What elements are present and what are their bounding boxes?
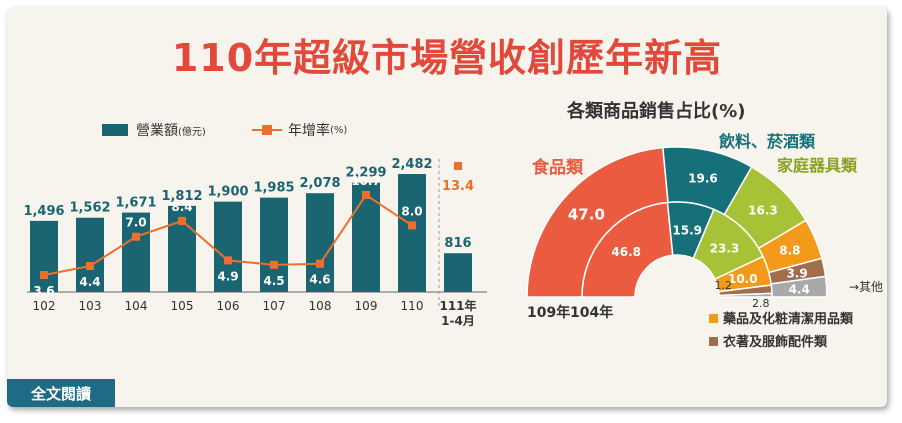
share-value-label: 23.3 — [710, 242, 740, 256]
share-value-label: 47.0 — [568, 206, 605, 224]
read-full-button[interactable]: 全文閱讀 — [7, 379, 115, 407]
revenue-bar — [398, 174, 426, 292]
x-tick-label: 109 — [355, 299, 378, 313]
x-tick-label: 110 — [401, 299, 424, 313]
share-value-label: 8.8 — [779, 243, 800, 257]
revenue-bar — [122, 212, 150, 292]
share-value-label: 4.4 — [789, 283, 810, 297]
share-value-label: 19.6 — [688, 171, 718, 185]
revenue-value-label: 2,078 — [299, 176, 340, 191]
revenue-value-label: 1,900 — [207, 185, 248, 200]
growth-value-label: 4.4 — [79, 275, 100, 289]
growth-value-label: 7.0 — [125, 216, 146, 230]
revenue-bar — [306, 193, 334, 292]
revenue-value-label: 1,812 — [161, 189, 202, 204]
revenue-value-label: 816 — [444, 236, 471, 251]
ring-label-109: 109年 — [527, 304, 570, 321]
share-value-label: 1.2 — [715, 279, 733, 292]
infographic-frame: 110年超級市場營收創歷年新高 營業額 (億元) 年增率 (%) 1,496 102 1… — [7, 7, 887, 407]
legend-revenue-label: 營業額 — [136, 123, 178, 139]
legend-growth-swatch — [252, 125, 282, 135]
growth-marker — [362, 191, 370, 199]
revenue-value-label: 1,496 — [23, 204, 64, 219]
revenue-value-label: 1,562 — [69, 201, 110, 216]
legend-revenue-unit: (億元) — [178, 126, 206, 138]
growth-marker — [224, 256, 232, 265]
growth-value-label: 8.0 — [401, 204, 422, 218]
category-share-chart: 47.0 19.6 16.3 8.8 3.9 4.4 46.8 15.9 23.3 10.01.2… — [526, 132, 883, 350]
x-tick-label: 1-4月 — [441, 314, 475, 328]
revenue-value-label: 1,985 — [253, 181, 294, 196]
growth-marker — [178, 216, 186, 225]
x-tick-label: 106 — [217, 299, 240, 313]
growth-value-label: 10.7 — [351, 174, 381, 188]
revenue-bar — [76, 217, 104, 292]
growth-marker — [270, 260, 278, 269]
growth-marker — [86, 261, 94, 270]
growth-marker — [40, 271, 48, 279]
other-label: →其他 — [849, 280, 883, 294]
x-tick-label: 103 — [79, 299, 102, 313]
revenue-value-label: 2,299 — [345, 166, 386, 181]
x-tick-label: 107 — [263, 299, 286, 313]
growth-value-label: 4.5 — [263, 274, 284, 288]
share-slice — [718, 292, 773, 298]
ring-label-104: 104年 — [570, 304, 613, 321]
x-tick-label: 108 — [309, 299, 332, 313]
revenue-bar — [30, 220, 58, 292]
share-value-label: 15.9 — [672, 223, 702, 237]
x-tick-label: 104 — [125, 299, 148, 313]
legend-revenue: 營業額 (億元) — [102, 120, 206, 140]
legend-growth-unit: (%) — [330, 124, 348, 136]
x-tick-label: 102 — [33, 299, 56, 313]
category-label-drink: 飲料、菸酒類 — [718, 132, 816, 151]
revenue-bar-chart: 1,496 102 1,562 103 1,671 104 1,812 105 1,900 106… — [23, 157, 487, 328]
revenue-bar — [214, 201, 242, 292]
share-value-label: 2.8 — [752, 297, 770, 310]
growth-marker — [408, 221, 416, 230]
category-label-food: 食品類 — [532, 157, 584, 178]
revenue-bar — [444, 253, 472, 292]
legend-revenue-swatch — [102, 124, 128, 136]
growth-marker — [132, 232, 140, 241]
growth-marker — [454, 162, 462, 170]
share-value-label: 10.0 — [728, 272, 758, 286]
legend-growth: 年增率 (%) — [252, 120, 347, 140]
share-value-label: 16.3 — [748, 204, 778, 218]
share-value-label: 46.8 — [611, 245, 641, 259]
page-title: 110年超級市場營收創歷年新高 — [171, 36, 723, 80]
legend-drug-swatch — [709, 314, 718, 323]
growth-value-label: 4.6 — [309, 273, 330, 287]
growth-value-label: 3.6 — [33, 284, 54, 298]
legend-drug-label: 藥品及化粧清潔用品類 — [722, 311, 854, 327]
legend-growth-label: 年增率 — [288, 123, 330, 139]
pie-title: 各類商品銷售占比(%) — [567, 101, 746, 122]
legend-cloth-label: 衣著及服飾配件類 — [723, 334, 828, 350]
revenue-value-label: 1,671 — [115, 196, 156, 211]
legend-cloth-swatch — [709, 337, 718, 346]
revenue-bar — [260, 197, 288, 292]
share-slice — [581, 201, 674, 298]
x-tick-label: 105 — [171, 299, 194, 313]
category-label-home: 家庭器具類 — [777, 156, 858, 175]
revenue-value-label: 2,482 — [391, 157, 432, 172]
growth-value-label: 8.4 — [171, 200, 192, 214]
x-tick-label: 111年 — [439, 298, 476, 313]
share-value-label: 3.9 — [786, 267, 807, 281]
growth-value-label: 4.9 — [217, 269, 238, 283]
growth-marker — [316, 259, 324, 268]
growth-value-label: 13.4 — [442, 179, 474, 194]
